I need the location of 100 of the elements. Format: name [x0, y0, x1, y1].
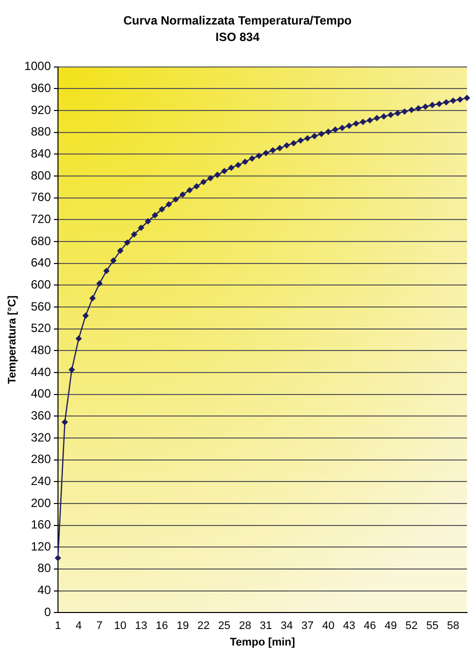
x-tick-label: 46: [364, 620, 376, 632]
point: [338, 124, 346, 132]
x-tick-label: 28: [238, 620, 252, 632]
point: [429, 102, 436, 108]
point: [186, 186, 193, 194]
point: [166, 201, 172, 208]
point: [346, 122, 352, 129]
point: [284, 142, 290, 149]
x-tick-label: 43: [342, 620, 356, 632]
x-tick-label: 31: [260, 620, 272, 632]
y-tick-label: 240: [30, 474, 52, 488]
point: [297, 137, 304, 144]
point: [401, 108, 408, 115]
y-tick-label: 720: [30, 212, 52, 226]
point: [103, 268, 110, 274]
y-tick-label: 880: [30, 124, 52, 139]
x-tick-label: 58: [447, 620, 460, 632]
point: [200, 178, 207, 186]
point: [318, 130, 325, 138]
point: [75, 335, 82, 342]
point: [54, 554, 62, 562]
x-tick-label: 13: [134, 620, 148, 632]
point: [242, 158, 248, 165]
chart-subtitle: ISO 834: [215, 30, 260, 44]
point: [193, 183, 200, 190]
point: [89, 295, 96, 302]
y-axis-title: Temperatura [°C]: [6, 295, 19, 384]
x-tick-label: 25: [218, 620, 230, 632]
x-tick-label: 34: [280, 620, 293, 632]
x-tick-label: 4: [76, 620, 82, 632]
y-tick-label: 200: [30, 496, 52, 510]
x-tick-label: 37: [301, 620, 314, 632]
point: [214, 172, 221, 178]
point: [130, 231, 138, 238]
point: [228, 164, 234, 171]
point: [62, 418, 68, 426]
point: [290, 140, 297, 146]
x-tick-label: 1: [54, 620, 61, 632]
x-tick-label: 10: [114, 620, 126, 632]
point: [68, 366, 75, 373]
point: [276, 144, 283, 152]
point: [270, 147, 276, 154]
y-tick-label: 1000: [24, 59, 52, 74]
x-tick-label: 52: [405, 620, 418, 632]
point: [172, 196, 179, 203]
point: [325, 128, 332, 135]
point: [422, 103, 429, 110]
point: [82, 312, 89, 319]
point: [366, 117, 374, 124]
y-tick-label: 800: [30, 168, 52, 182]
y-tick-label: 560: [30, 299, 52, 314]
point: [443, 99, 450, 106]
y-tick-label: 480: [30, 342, 52, 357]
point: [124, 239, 130, 246]
point: [352, 120, 360, 127]
point: [415, 105, 422, 112]
point: [456, 96, 464, 103]
y-tick-label: 840: [30, 146, 52, 160]
point: [138, 224, 144, 232]
point: [394, 110, 401, 116]
point: [450, 97, 456, 104]
y-tick-label: 360: [30, 408, 52, 422]
y-tick-label: 920: [30, 102, 52, 117]
point: [332, 126, 338, 133]
y-tick-label: 400: [30, 386, 52, 401]
point: [262, 150, 270, 156]
point: [110, 257, 117, 264]
y-tick-label: 600: [30, 277, 52, 292]
x-tick-label: 40: [322, 620, 334, 632]
y-tick-label: 120: [30, 539, 52, 554]
point: [360, 118, 366, 126]
y-tick-label: 40: [38, 583, 52, 598]
y-tick-label: 680: [30, 234, 52, 248]
point: [158, 206, 166, 212]
y-tick-label: 960: [30, 80, 52, 95]
y-tick-label: 440: [30, 364, 52, 379]
point: [464, 94, 470, 102]
chart-title: Curva Normalizzata Temperatura/Tempo: [123, 14, 352, 28]
y-tick-label: 160: [30, 518, 52, 532]
point: [248, 155, 256, 162]
y-tick-label: 640: [30, 256, 52, 270]
x-tick-label: 19: [176, 620, 189, 632]
point: [380, 113, 387, 120]
x-tick-label: 55: [426, 620, 438, 632]
x-tick-label: 16: [156, 620, 168, 632]
y-tick-label: 320: [30, 430, 52, 444]
point: [374, 114, 380, 122]
point: [221, 168, 228, 174]
point: [388, 112, 394, 118]
point: [304, 135, 311, 142]
point: [207, 174, 214, 182]
y-tick-label: 760: [30, 190, 52, 204]
point: [408, 106, 415, 114]
point: [180, 191, 186, 198]
x-axis-title: Tempo [min]: [230, 636, 296, 648]
x-tick-label: 7: [96, 620, 103, 632]
point: [234, 162, 242, 168]
x-tick-label: 22: [197, 620, 210, 632]
y-tick-label: 80: [38, 561, 52, 576]
y-tick-label: 280: [30, 452, 52, 466]
